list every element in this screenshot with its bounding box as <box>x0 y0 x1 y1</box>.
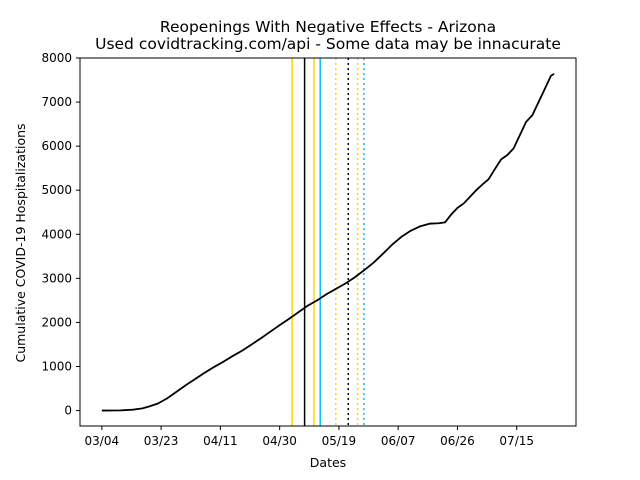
y-tick-label: 5000 <box>41 183 72 197</box>
chart-title: Reopenings With Negative Effects - Arizo… <box>160 18 496 36</box>
y-axis-label: Cumulative COVID-19 Hospitalizations <box>13 123 28 362</box>
y-tick-label: 1000 <box>41 360 72 374</box>
x-tick-label: 03/23 <box>144 434 179 448</box>
y-tick-label: 6000 <box>41 139 72 153</box>
x-tick-label: 05/19 <box>322 434 357 448</box>
y-tick-label: 3000 <box>41 271 72 285</box>
x-tick-label: 04/11 <box>203 434 238 448</box>
chart-subtitle: Used covidtracking.com/api - Some data m… <box>95 35 561 53</box>
y-tick-label: 2000 <box>41 315 72 329</box>
x-tick-label: 06/26 <box>440 434 475 448</box>
plot-area <box>101 58 555 426</box>
x-axis: 03/04 03/23 04/11 04/30 05/19 06/07 06/26 07/15 <box>85 426 534 448</box>
x-tick-label: 04/30 <box>262 434 297 448</box>
x-tick-label: 03/04 <box>85 434 120 448</box>
y-tick-label: 7000 <box>41 95 72 109</box>
axes-frame <box>79 57 577 427</box>
x-axis-label: Dates <box>310 455 346 470</box>
y-tick-label: 8000 <box>41 51 72 65</box>
x-tick-label: 07/15 <box>499 434 534 448</box>
y-tick-label: 4000 <box>41 227 72 241</box>
y-axis: 0 1000 2000 3000 4000 5000 6000 7000 8000 <box>41 51 80 418</box>
x-tick-label: 06/07 <box>381 434 416 448</box>
y-tick-label: 0 <box>64 404 72 418</box>
series-line-1 <box>101 73 555 412</box>
